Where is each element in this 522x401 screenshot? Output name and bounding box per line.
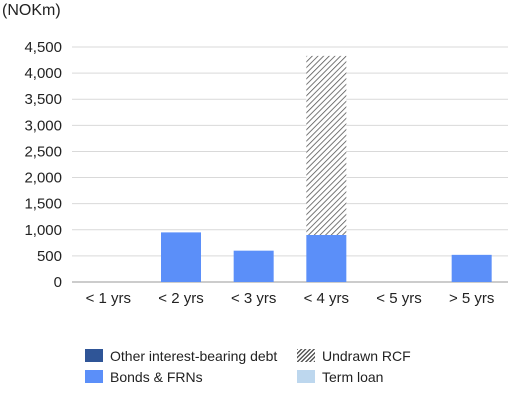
unit-label: (NOKm) bbox=[2, 2, 61, 19]
legend-swatch bbox=[85, 370, 103, 383]
legend-label: Bonds & FRNs bbox=[110, 368, 203, 385]
x-tick-label: < 3 yrs bbox=[231, 290, 276, 307]
chart-legend: Other interest-bearing debt Undrawn RCF Bo… bbox=[85, 345, 411, 387]
y-tick-label: 2,000 bbox=[24, 170, 62, 187]
y-tick-label: 0 bbox=[54, 274, 62, 291]
y-tick-label: 3,500 bbox=[24, 91, 62, 108]
legend-item: Term loan bbox=[297, 369, 383, 385]
legend-label: Other interest-bearing debt bbox=[110, 347, 278, 364]
x-tick-label: < 2 yrs bbox=[158, 290, 203, 307]
legend-row: Other interest-bearing debt Undrawn RCF bbox=[85, 345, 411, 366]
bar-chart: 0 500 1,000 1,500 2,000 2,500 3,000 3,500 4,000 4… bbox=[24, 39, 508, 307]
legend-label: Term loan bbox=[322, 368, 384, 385]
y-tick-label: 4,500 bbox=[24, 39, 62, 56]
bar-bonds-frns bbox=[451, 254, 492, 282]
y-tick-label: 2,500 bbox=[24, 143, 62, 160]
y-tick-label: 4,000 bbox=[24, 65, 62, 82]
bar-undrawn-rcf bbox=[306, 55, 347, 235]
x-tick-label: > 5 yrs bbox=[449, 290, 494, 307]
legend-swatch bbox=[297, 349, 315, 362]
y-tick-label: 3,000 bbox=[24, 117, 62, 134]
y-tick-label: 1,500 bbox=[24, 196, 62, 213]
y-tick-label: 1,000 bbox=[24, 222, 62, 239]
bar-bonds-frns bbox=[306, 235, 347, 282]
bar-bonds-frns bbox=[161, 232, 201, 282]
y-tick-label: 500 bbox=[37, 248, 62, 265]
legend-item: Bonds & FRNs bbox=[85, 369, 297, 385]
x-tick-label: < 4 yrs bbox=[304, 290, 349, 307]
legend-swatch bbox=[297, 370, 315, 383]
legend-row: Bonds & FRNs Term loan bbox=[85, 366, 411, 387]
legend-swatch bbox=[85, 349, 103, 362]
x-tick-label: < 1 yrs bbox=[86, 290, 131, 307]
legend-item: Other interest-bearing debt bbox=[85, 348, 297, 364]
legend-item: Undrawn RCF bbox=[297, 348, 411, 364]
bar-bonds-frns bbox=[233, 250, 274, 282]
x-tick-label: < 5 yrs bbox=[376, 290, 421, 307]
legend-label: Undrawn RCF bbox=[322, 347, 411, 364]
